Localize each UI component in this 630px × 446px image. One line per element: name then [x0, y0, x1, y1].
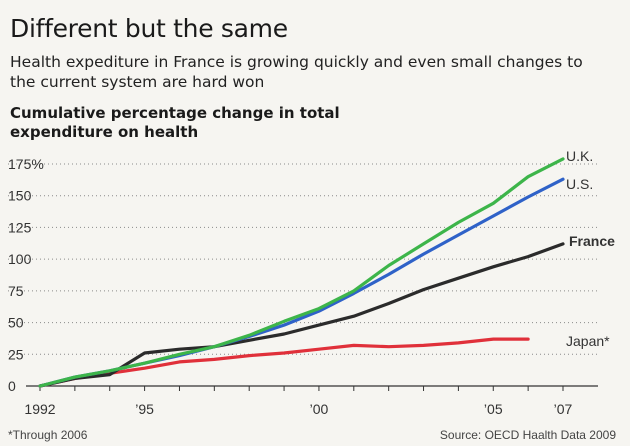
y-tick-label: 150: [8, 188, 32, 204]
y-tick-label: 125: [8, 219, 32, 235]
series-line: [38, 337, 530, 388]
chart-series: [38, 157, 565, 388]
series-labels: U.K. U.S. France Japan*: [566, 148, 615, 349]
y-tick-label: 75: [8, 283, 24, 299]
series-label: Japan*: [566, 333, 610, 349]
series-label: France: [569, 233, 615, 249]
chart-title: Cumulative percentage change in total ex…: [10, 104, 340, 141]
series-line: [38, 157, 565, 388]
series-line: [38, 177, 565, 388]
y-tick-label: 25: [8, 346, 24, 362]
series-line: [38, 242, 565, 388]
x-axis: 1992 ’95 ’00 ’05 ’07: [24, 385, 598, 417]
source-note: Source: OECD Haalth Data 2009: [439, 428, 616, 442]
footnote: *Through 2006: [8, 428, 88, 442]
y-tick-label: 100: [8, 251, 32, 267]
x-tick-label: ’05: [484, 401, 503, 417]
y-axis-tick-labels: 0 25 50 75 100 125 150 175%: [8, 156, 44, 394]
page-subtitle: Health expediture in France is growing q…: [10, 53, 583, 91]
x-tick-label: ’00: [310, 401, 329, 417]
series-label: U.K.: [566, 148, 593, 164]
series-label: U.S.: [566, 176, 593, 192]
page-title: Different but the same: [10, 14, 288, 43]
x-tick-label: ’95: [135, 401, 154, 417]
x-tick-label: ’07: [554, 401, 573, 417]
y-tick-label: 175%: [8, 156, 44, 172]
y-tick-label: 50: [8, 315, 24, 331]
x-tick-label: 1992: [24, 401, 55, 417]
y-tick-label: 0: [8, 378, 16, 394]
